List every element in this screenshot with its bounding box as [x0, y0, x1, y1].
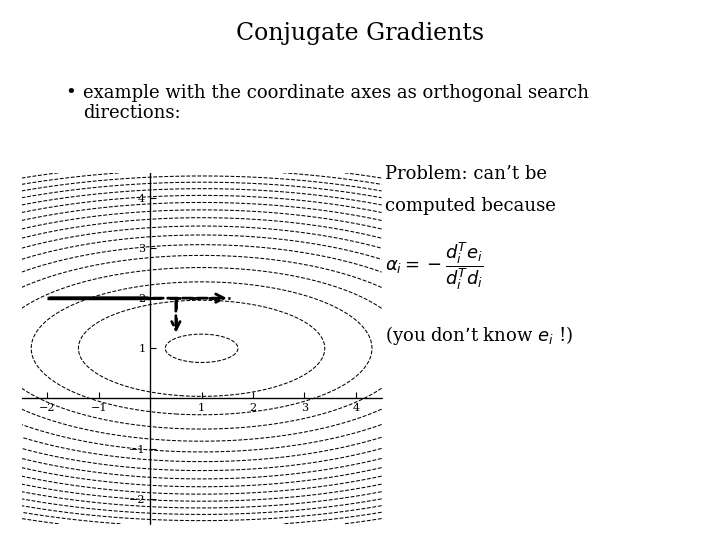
Text: •: • — [65, 84, 76, 102]
Text: computed because: computed because — [385, 197, 556, 215]
Text: $\alpha_i = -\dfrac{d_i^T e_i}{d_i^T d_i}$: $\alpha_i = -\dfrac{d_i^T e_i}{d_i^T d_i… — [385, 240, 484, 292]
Text: Conjugate Gradients: Conjugate Gradients — [236, 22, 484, 45]
Text: example with the coordinate axes as orthogonal search
directions:: example with the coordinate axes as orth… — [83, 84, 589, 123]
Text: (you don’t know $e_i$ !): (you don’t know $e_i$ !) — [385, 324, 573, 347]
Text: Problem: can’t be: Problem: can’t be — [385, 165, 547, 183]
